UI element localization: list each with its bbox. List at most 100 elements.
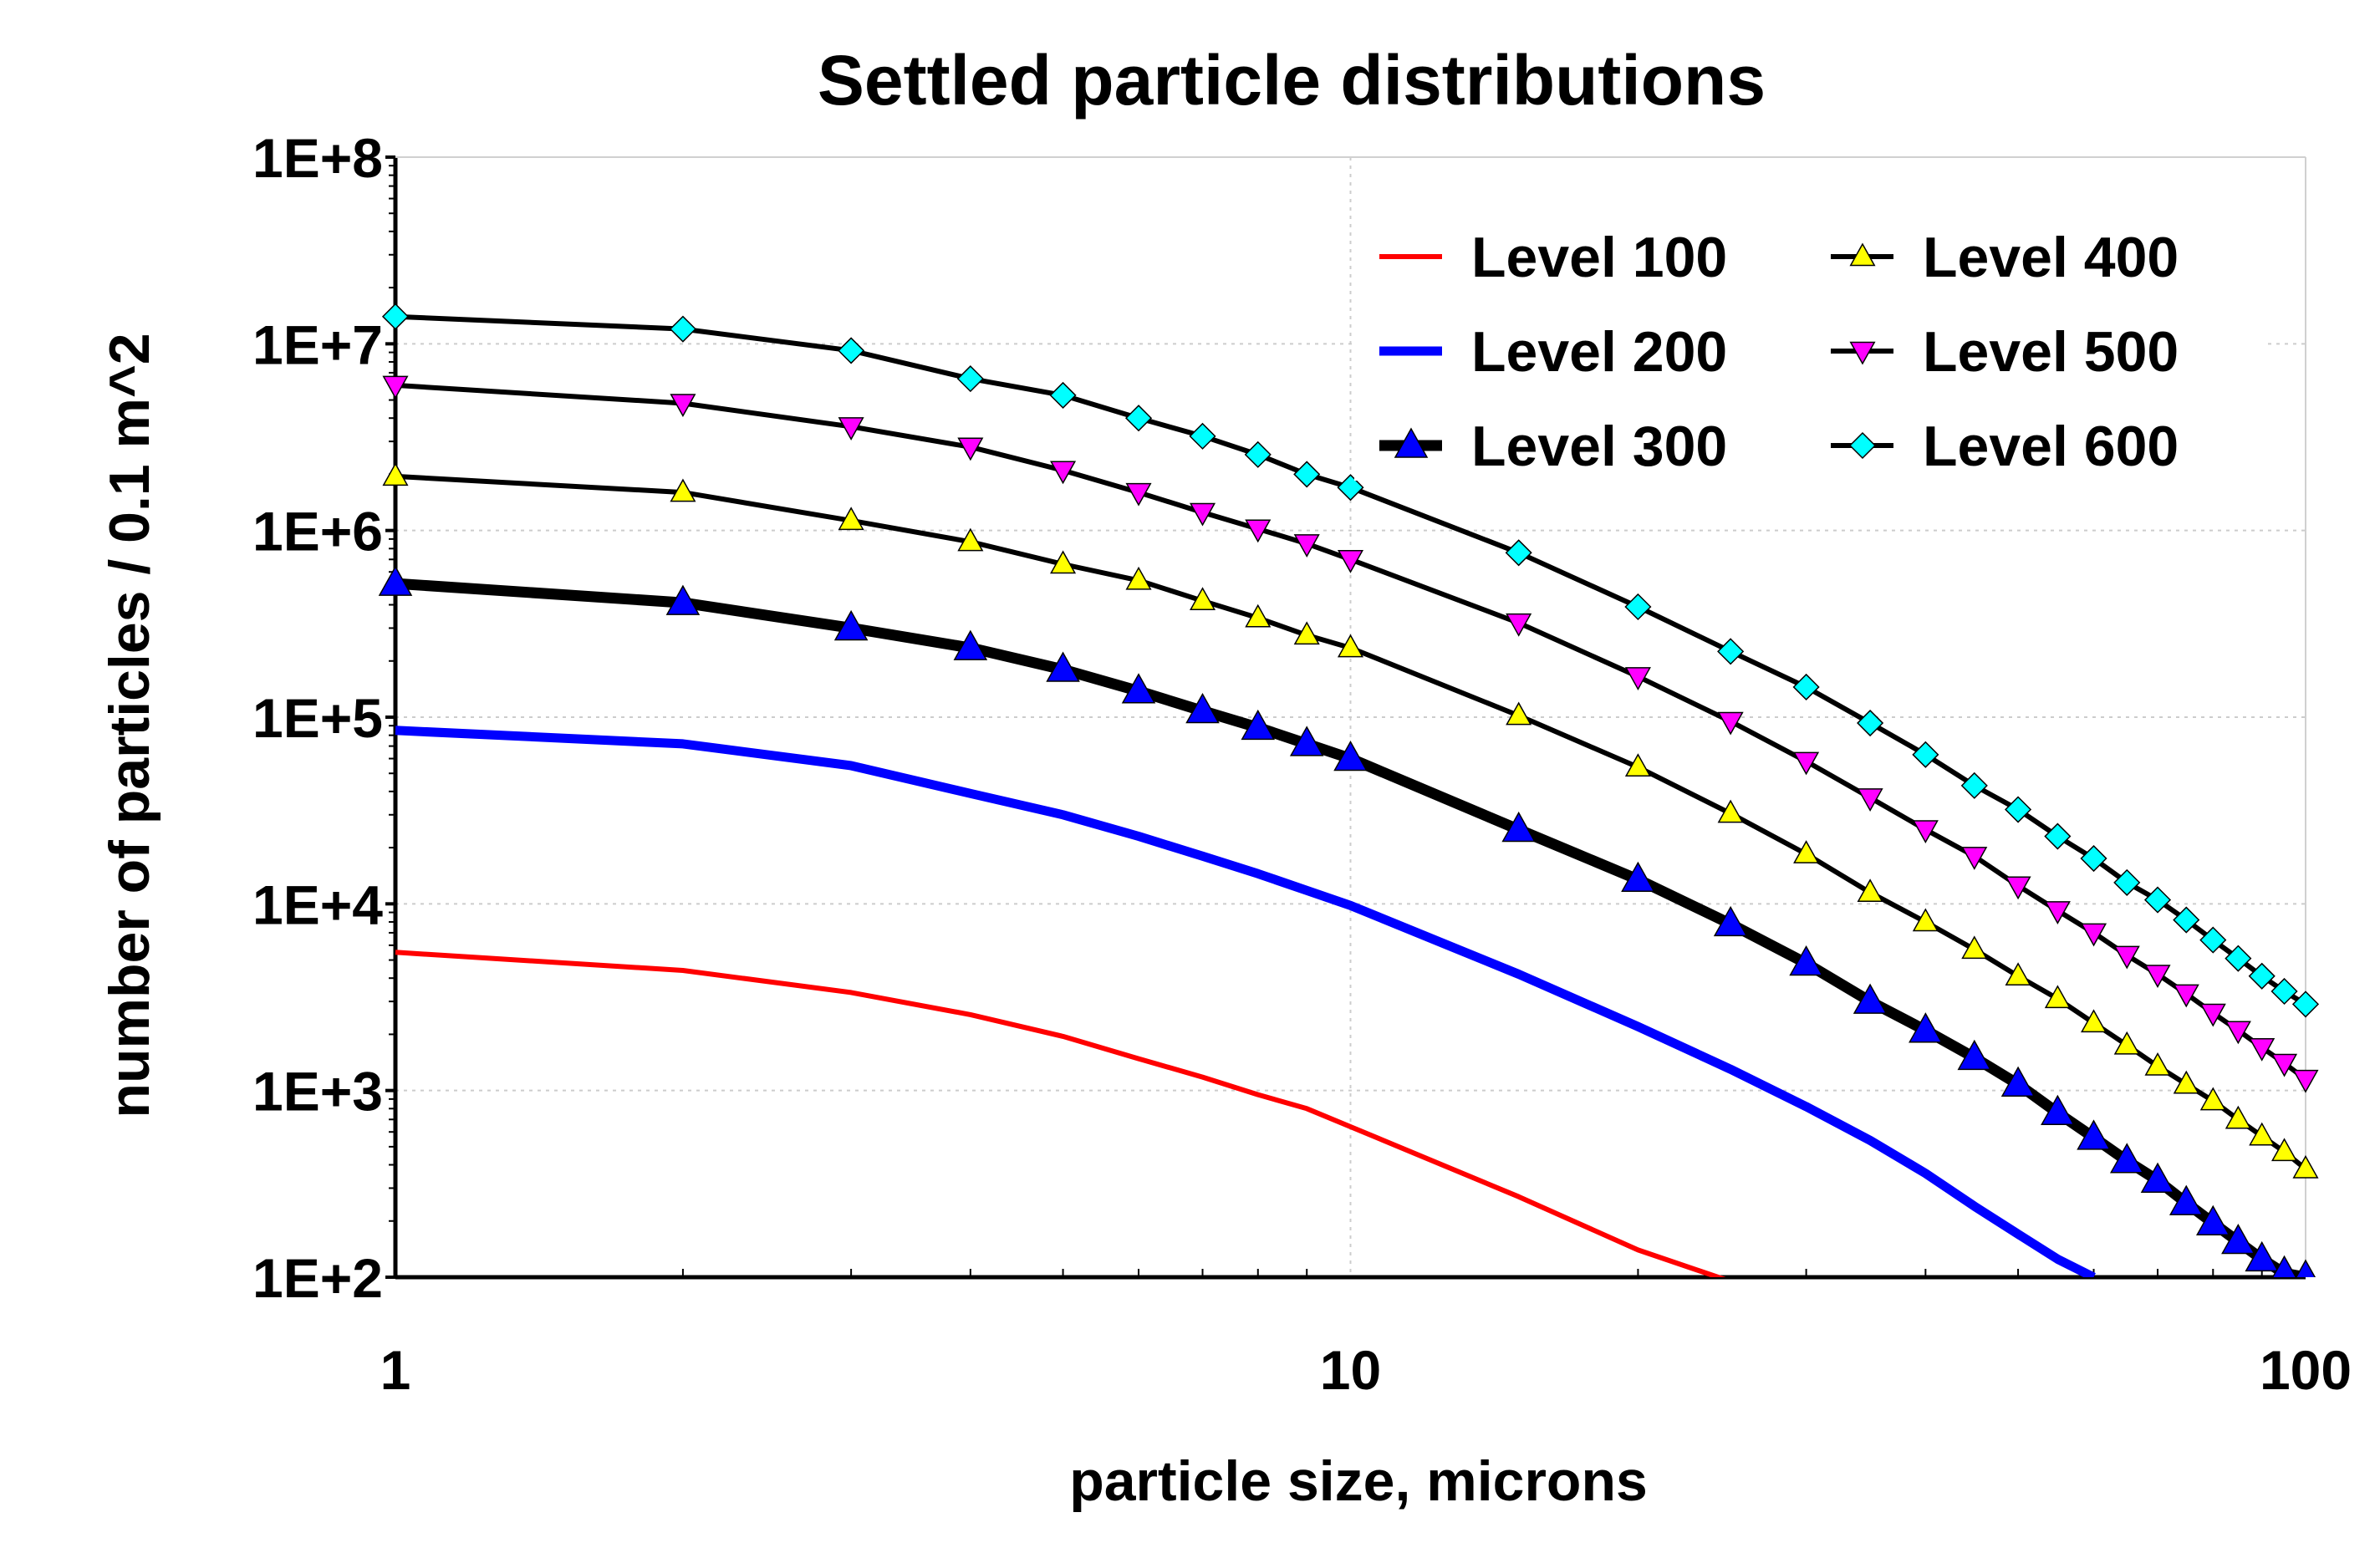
data-point-marker [2113, 945, 2140, 970]
data-point-marker [1337, 634, 1364, 658]
legend-item: Level 200 [1379, 320, 1727, 384]
data-point-marker [2113, 1031, 2140, 1055]
y-tick-label: 1E+6 [252, 501, 383, 563]
data-point-marker [1960, 772, 1988, 799]
data-point-marker [838, 417, 864, 440]
data-point-marker [1912, 820, 1939, 843]
data-point-marker [1241, 709, 1276, 741]
data-point-marker [2143, 886, 2172, 914]
data-point-marker [2271, 1255, 2297, 1277]
series-level-600 [381, 303, 2320, 1018]
series-level-400 [382, 462, 2319, 1179]
data-point-marker [1857, 709, 1884, 737]
data-point-marker [1506, 613, 1532, 637]
data-point-marker [2270, 977, 2298, 1006]
data-point-marker [2225, 945, 2252, 972]
data-point-marker [669, 315, 696, 343]
data-point-marker [2199, 926, 2227, 954]
y-tick-labels: 1E+2 1E+3 1E+4 1E+5 1E+6 1E+7 1E+8 [252, 127, 383, 1309]
data-point-marker [378, 565, 413, 596]
legend-item: Level 100 [1379, 226, 1727, 289]
data-point-marker [1717, 711, 1744, 736]
data-point-marker [2109, 1143, 2144, 1174]
data-point-marker [1337, 474, 1364, 502]
legend-item: Level 600 [1831, 415, 2179, 478]
data-point-marker [2173, 906, 2200, 934]
data-point-marker [833, 609, 869, 641]
data-point-marker [2249, 1037, 2276, 1062]
data-point-marker [2173, 1070, 2199, 1094]
series-level-300 [378, 565, 2316, 1277]
data-point-marker [670, 478, 696, 502]
series-line [395, 726, 2096, 1277]
legend-marker [1848, 431, 1877, 460]
x-tick-labels: 1 10 100 [380, 1339, 2352, 1401]
data-point-marker [1717, 799, 1744, 823]
data-point-marker [1792, 673, 1820, 701]
y-tick-label: 1E+5 [252, 687, 383, 749]
data-point-marker [1624, 753, 1651, 777]
data-point-marker [2144, 1052, 2171, 1076]
data-point-marker [2199, 1087, 2226, 1111]
legend-label: Level 200 [1471, 320, 1727, 384]
data-point-marker [1121, 673, 1156, 704]
data-point-marker [1333, 741, 1368, 772]
data-point-marker [956, 365, 984, 393]
data-point-marker [1125, 566, 1152, 590]
data-point-marker [2221, 1223, 2255, 1255]
x-tick-label: 100 [2260, 1339, 2352, 1401]
legend-label: Level 500 [1923, 320, 2179, 384]
data-point-marker [382, 462, 409, 486]
data-point-marker [957, 527, 984, 552]
legend-label: Level 300 [1471, 415, 1727, 478]
data-point-marker [2292, 1154, 2319, 1179]
data-point-marker [1245, 519, 1272, 543]
legend-item: Level 500 [1831, 320, 2179, 384]
y-tick-label: 1E+3 [252, 1061, 383, 1123]
data-point-marker [2169, 1184, 2204, 1215]
x-axis-label: particle size, microns [1069, 1449, 1648, 1513]
series-level-100 [395, 950, 1726, 1277]
data-point-marker [1050, 461, 1077, 485]
data-point-marker [838, 507, 864, 531]
legend-item: Level 400 [1831, 226, 2179, 289]
series-line [395, 313, 2307, 1006]
data-point-marker [2044, 985, 2071, 1009]
data-point-marker [1793, 840, 1820, 863]
data-point-marker [2248, 962, 2276, 990]
data-point-marker [2113, 868, 2141, 896]
series-line [395, 950, 1726, 1277]
data-point-marker [1912, 741, 1939, 768]
data-point-marker [1857, 788, 1883, 812]
legend-background [1354, 205, 2265, 481]
data-point-marker [2044, 822, 2072, 850]
legend: Level 100 Level 200 Level 300 Level 400 Leve… [1354, 205, 2265, 481]
data-point-marker [953, 629, 988, 660]
data-point-marker [382, 375, 409, 400]
data-point-marker [1912, 908, 1939, 932]
data-point-marker [1189, 502, 1216, 527]
data-point-marker [2199, 1003, 2226, 1027]
data-point-marker [1337, 550, 1364, 573]
data-point-marker [2080, 844, 2107, 873]
data-point-marker [2005, 796, 2032, 823]
data-point-marker [1961, 935, 1988, 960]
data-point-marker [1125, 482, 1152, 507]
data-point-marker [2249, 1122, 2276, 1146]
chart-title: Settled particle distributions [818, 41, 1766, 120]
x-tick-label: 10 [1320, 1339, 1381, 1401]
y-axis-label: number of particles / 0.1 m^2 [98, 333, 161, 1118]
data-point-marker [1505, 539, 1532, 567]
data-point-marker [1789, 945, 1823, 976]
legend-marker [1849, 242, 1876, 267]
data-point-marker [1289, 726, 1324, 756]
series-line [395, 473, 2307, 1171]
data-point-marker [2044, 901, 2071, 924]
data-point-marker [1717, 638, 1745, 665]
data-point-marker [2271, 1138, 2298, 1162]
data-point-marker [1501, 811, 1536, 843]
data-point-marker [2225, 1105, 2251, 1129]
data-point-marker [2005, 962, 2031, 986]
data-point-marker [1189, 422, 1216, 450]
